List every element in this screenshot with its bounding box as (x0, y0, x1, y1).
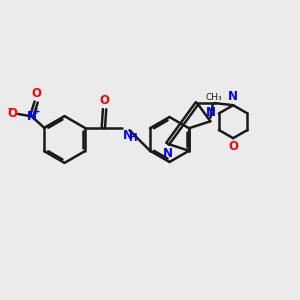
Text: O: O (8, 107, 17, 120)
Text: N: N (27, 110, 37, 123)
Text: O: O (100, 94, 110, 107)
Text: N: N (206, 106, 215, 119)
Text: N: N (163, 147, 172, 160)
Text: O: O (228, 140, 238, 153)
Text: O: O (31, 87, 41, 100)
Text: CH₃: CH₃ (205, 93, 222, 102)
Text: +: + (33, 107, 40, 116)
Text: N: N (123, 129, 133, 142)
Text: N: N (228, 90, 238, 103)
Text: -: - (8, 104, 12, 114)
Text: H: H (129, 133, 137, 143)
